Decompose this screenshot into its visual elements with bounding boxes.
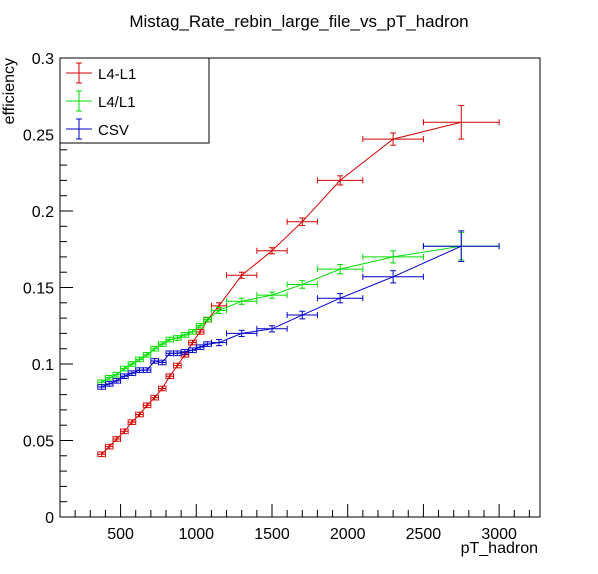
data-point — [104, 443, 114, 450]
data-point — [157, 359, 167, 366]
data-point — [180, 348, 190, 355]
data-point — [120, 373, 129, 380]
series-layer — [97, 104, 500, 458]
data-point — [195, 344, 205, 351]
data-point — [188, 339, 197, 346]
y-tick-label: 0.1 — [32, 357, 54, 374]
x-axis-title: pT_hadron — [461, 540, 538, 557]
series-CSV — [97, 230, 500, 390]
y-tick-label: 0.2 — [32, 204, 54, 221]
data-point — [112, 371, 122, 378]
data-point — [210, 306, 228, 315]
data-point — [203, 341, 212, 348]
data-point — [226, 329, 258, 337]
data-point — [195, 322, 205, 329]
data-point — [256, 325, 288, 333]
series-line — [101, 121, 462, 455]
y-tick-label: 0.3 — [32, 51, 54, 68]
data-point — [97, 383, 106, 390]
data-point — [165, 336, 175, 343]
x-tick-label: 2000 — [330, 526, 366, 543]
legend-entry: L4-L1 — [66, 62, 136, 84]
data-point — [316, 293, 364, 304]
y-tick-label: 0.05 — [23, 434, 54, 451]
data-point — [256, 247, 288, 255]
data-point — [173, 350, 182, 357]
data-point — [362, 132, 424, 146]
data-point — [165, 373, 175, 380]
data-point — [165, 350, 175, 357]
legend-entry: CSV — [66, 118, 129, 140]
data-point — [210, 339, 228, 347]
data-point — [127, 361, 137, 367]
data-point — [226, 271, 258, 279]
data-point — [120, 428, 129, 435]
y-tick-label: 0 — [45, 510, 54, 527]
data-point — [316, 175, 364, 186]
y-axis-title: efficiency — [1, 58, 18, 124]
data-point — [157, 341, 167, 348]
data-point — [150, 357, 159, 364]
x-tick-label: 1000 — [178, 526, 214, 543]
data-point — [286, 217, 318, 227]
data-point — [112, 377, 122, 384]
legend: L4-L1 L4/L1 CSV — [59, 57, 210, 144]
data-point — [112, 435, 122, 442]
data-point — [150, 394, 159, 401]
data-point — [104, 380, 114, 387]
data-point — [173, 362, 182, 369]
y-tick-label: 0.25 — [23, 128, 54, 145]
data-point — [120, 365, 129, 372]
data-point — [203, 316, 212, 323]
data-point — [188, 328, 197, 335]
legend-label: L4-L1 — [98, 66, 136, 83]
data-point — [157, 385, 167, 392]
data-point — [135, 367, 144, 374]
x-tick-label: 2500 — [406, 526, 442, 543]
data-point — [127, 370, 137, 377]
data-point — [286, 310, 318, 320]
data-point — [97, 451, 106, 458]
data-point — [173, 334, 182, 341]
legend-label: CSV — [98, 122, 129, 139]
data-point — [150, 345, 159, 352]
data-point — [135, 356, 144, 363]
chart-title: Mistag_Rate_rebin_large_file_vs_pT_hadro… — [129, 12, 468, 31]
x-tick-label: 1500 — [254, 526, 290, 543]
data-point — [422, 230, 500, 262]
x-tick-label: 3000 — [481, 526, 517, 543]
data-point — [286, 280, 318, 289]
legend-entry: L4/L1 — [66, 90, 136, 112]
data-point — [104, 374, 114, 381]
legend-label: L4/L1 — [98, 94, 136, 111]
x-axis: 500 1000 1500 2000 2500 3000 — [59, 504, 530, 543]
data-point — [362, 250, 424, 264]
series-L4/L1 — [97, 231, 500, 386]
data-point — [422, 104, 500, 140]
data-point — [256, 291, 288, 299]
data-point — [195, 328, 205, 335]
data-point — [127, 419, 137, 426]
data-point — [362, 270, 424, 284]
legend-entries: L4-L1 L4/L1 CSV — [66, 62, 136, 140]
data-point — [188, 347, 197, 354]
data-point — [142, 367, 152, 374]
data-point — [316, 264, 364, 275]
data-point — [142, 351, 152, 358]
data-point — [135, 411, 144, 418]
data-point — [180, 331, 190, 338]
data-point — [142, 402, 152, 409]
x-tick-label: 500 — [107, 526, 134, 543]
y-tick-label: 0.15 — [23, 281, 54, 298]
data-point — [226, 297, 258, 305]
